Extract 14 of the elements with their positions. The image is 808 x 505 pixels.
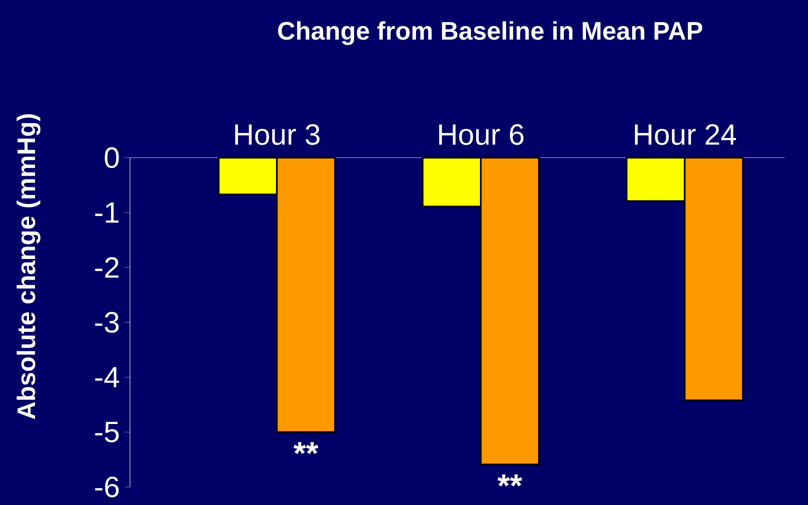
- y-tick-label: -2: [95, 257, 118, 278]
- y-axis-title: Absolute change (mmHg): [16, 114, 40, 420]
- y-tick-label: 0: [104, 147, 119, 168]
- x-tick-label: Hour 24: [634, 124, 736, 145]
- x-tick-label: Hour 6: [439, 124, 524, 145]
- y-tick-label: -6: [95, 476, 119, 498]
- y-tick-label: -4: [95, 367, 120, 388]
- y-tick-label: -1: [95, 202, 119, 223]
- y-tick-label: -3: [95, 312, 119, 333]
- chart-title: Change from Baseline in Mean PAP: [278, 21, 702, 45]
- x-tick-label: Hour 3: [235, 124, 320, 145]
- annotation: **: [497, 474, 522, 486]
- annotation: **: [294, 442, 318, 454]
- y-tick-label: -5: [95, 422, 119, 442]
